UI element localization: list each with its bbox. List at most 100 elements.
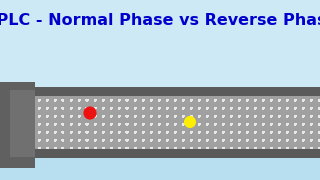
Bar [301, 131, 305, 133]
Bar [85, 147, 89, 149]
Bar [45, 131, 49, 133]
Bar [150, 107, 152, 109]
Bar [190, 147, 192, 150]
Bar [101, 131, 105, 133]
Bar [198, 107, 200, 109]
Bar [62, 107, 64, 109]
Bar [109, 131, 113, 133]
Bar [237, 139, 241, 141]
Bar [269, 115, 273, 117]
Bar [221, 139, 225, 141]
Bar [158, 114, 160, 118]
Bar [262, 107, 264, 109]
Bar [205, 147, 209, 149]
Bar [101, 115, 105, 117]
Bar [309, 131, 313, 133]
Bar [118, 138, 120, 141]
Bar [246, 138, 248, 141]
Bar [69, 123, 73, 125]
Bar [246, 114, 248, 118]
Bar [293, 123, 297, 125]
Bar [221, 107, 225, 109]
Bar [182, 123, 184, 125]
Bar [222, 138, 224, 141]
Bar [61, 131, 65, 133]
Bar [117, 107, 121, 109]
Bar [245, 115, 249, 117]
Bar [270, 138, 272, 141]
Bar [54, 130, 56, 134]
Bar [286, 138, 288, 141]
Bar [142, 114, 144, 118]
Bar [38, 147, 40, 150]
Bar [182, 138, 184, 141]
Bar [222, 98, 224, 102]
Bar [230, 98, 232, 102]
Bar [45, 99, 49, 101]
Bar [261, 147, 265, 149]
Bar [150, 138, 152, 141]
Bar [125, 147, 129, 149]
Bar [69, 131, 73, 133]
Bar [94, 130, 96, 134]
Bar [102, 138, 104, 141]
Bar [270, 98, 272, 102]
Bar [237, 107, 241, 109]
Bar [46, 107, 48, 109]
Bar [38, 107, 40, 109]
Bar [134, 107, 136, 109]
Bar [294, 107, 296, 109]
Bar [270, 147, 272, 150]
Bar [38, 114, 40, 118]
Bar [246, 123, 248, 125]
Bar [93, 107, 97, 109]
Bar [245, 123, 249, 125]
Bar [301, 107, 305, 109]
Bar [254, 147, 256, 150]
Bar [229, 107, 233, 109]
Bar [133, 115, 137, 117]
Bar [253, 139, 257, 141]
Bar [53, 147, 57, 149]
Bar [150, 130, 152, 134]
Bar [93, 99, 97, 101]
Bar [197, 107, 201, 109]
Bar [54, 138, 56, 141]
Bar [110, 114, 112, 118]
Bar [125, 139, 129, 141]
Bar [0, 158, 320, 180]
Bar [310, 130, 312, 134]
Bar [126, 138, 128, 141]
Bar [70, 123, 72, 125]
Bar [53, 115, 57, 117]
Bar [94, 147, 96, 150]
Bar [109, 139, 113, 141]
Bar [157, 147, 161, 149]
Bar [45, 115, 49, 117]
Bar [134, 98, 136, 102]
Bar [70, 130, 72, 134]
Bar [70, 147, 72, 150]
Bar [197, 115, 201, 117]
Bar [293, 147, 297, 149]
Bar [133, 131, 137, 133]
Bar [262, 130, 264, 134]
Bar [278, 98, 280, 102]
Bar [317, 99, 320, 101]
Bar [158, 130, 160, 134]
Bar [205, 107, 209, 109]
Bar [85, 115, 89, 117]
Bar [94, 114, 96, 118]
Bar [221, 131, 225, 133]
Bar [142, 138, 144, 141]
Bar [53, 139, 57, 141]
Bar [310, 98, 312, 102]
Bar [278, 107, 280, 109]
Bar [229, 99, 233, 101]
Bar [165, 99, 169, 101]
Bar [174, 130, 176, 134]
Bar [246, 107, 248, 109]
Bar [77, 147, 81, 149]
Bar [237, 147, 241, 149]
Bar [190, 107, 192, 109]
